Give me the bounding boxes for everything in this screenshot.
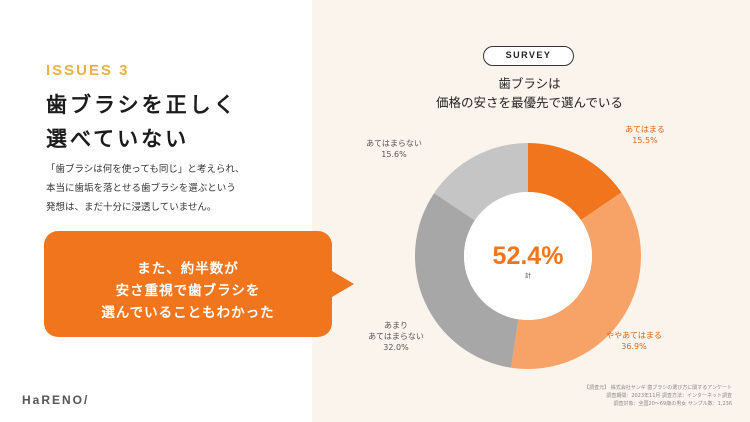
source-line-3: 調査対象：全国20〜69歳の男女 サンプル数：1,236 xyxy=(613,401,732,407)
donut-slice xyxy=(415,193,519,368)
donut-chart: あてはまる 15.5% ややあてはまる 36.9% あまりあてはまらない 32.0% あては… xyxy=(366,125,665,369)
chart-title: 歯ブラシは 価格の安さを最優先で選んでいる xyxy=(412,74,647,112)
callout-line-3: 選んでいることもわかった xyxy=(101,305,275,321)
slice-label: あてはまらない 15.6% xyxy=(366,139,422,159)
callout-box: また、約半数が 安さ重視で歯ブラシを 選んでいることもわかった xyxy=(44,231,354,337)
page-title-line-1: 歯ブラシを正しく xyxy=(46,93,238,117)
description: 「歯ブラシは何を使っても同じ」と考えられ、 本当に歯垢を落とせる歯ブラシを選ぶと… xyxy=(46,160,302,217)
donut-center xyxy=(464,192,592,320)
slice-label: あてはまる 15.5% xyxy=(625,125,665,145)
callout-text: また、約半数が 安さ重視で歯ブラシを 選んでいることもわかった xyxy=(44,258,332,324)
description-line-2: 本当に歯垢を落とせる歯ブラシを選ぶという xyxy=(46,183,236,194)
issue-label: ISSUES 3 xyxy=(46,62,130,79)
description-line-1: 「歯ブラシは何を使っても同じ」と考えられ、 xyxy=(46,164,245,175)
callout-line-1: また、約半数が xyxy=(137,261,239,277)
center-label: 計 xyxy=(525,272,531,280)
source-line-1: 【調査元】 株式会社サンギ 歯ブラシの選び方に関するアンケート xyxy=(584,385,732,391)
page-title: 歯ブラシを正しく 選べていない xyxy=(46,88,238,156)
description-line-3: 発想は、まだ十分に浸透していません。 xyxy=(46,202,217,213)
source-note: 【調査元】 株式会社サンギ 歯ブラシの選び方に関するアンケート 調査期間：202… xyxy=(432,384,732,408)
callout-shape xyxy=(44,231,354,337)
donut-slice xyxy=(434,143,528,221)
survey-badge: SURVEY xyxy=(483,46,574,66)
slice-label: ややあてはまる 36.9% xyxy=(606,331,662,351)
source-line-2: 調査期間：2023年11月 調査方法：インターネット調査 xyxy=(606,393,732,399)
brand-logo: HaRENO/ xyxy=(22,393,90,407)
chart-title-line-2: 価格の安さを最優先で選んでいる xyxy=(436,95,623,110)
donut-slice xyxy=(511,192,641,369)
donut-slice xyxy=(528,143,622,221)
page-title-line-2: 選べていない xyxy=(46,127,190,151)
callout-line-2: 安さ重視で歯ブラシを xyxy=(115,283,261,299)
center-value: 52.4% xyxy=(493,242,564,270)
slice-label: あまりあてはまらない 32.0% xyxy=(368,321,424,352)
chart-title-line-1: 歯ブラシは xyxy=(498,76,561,91)
